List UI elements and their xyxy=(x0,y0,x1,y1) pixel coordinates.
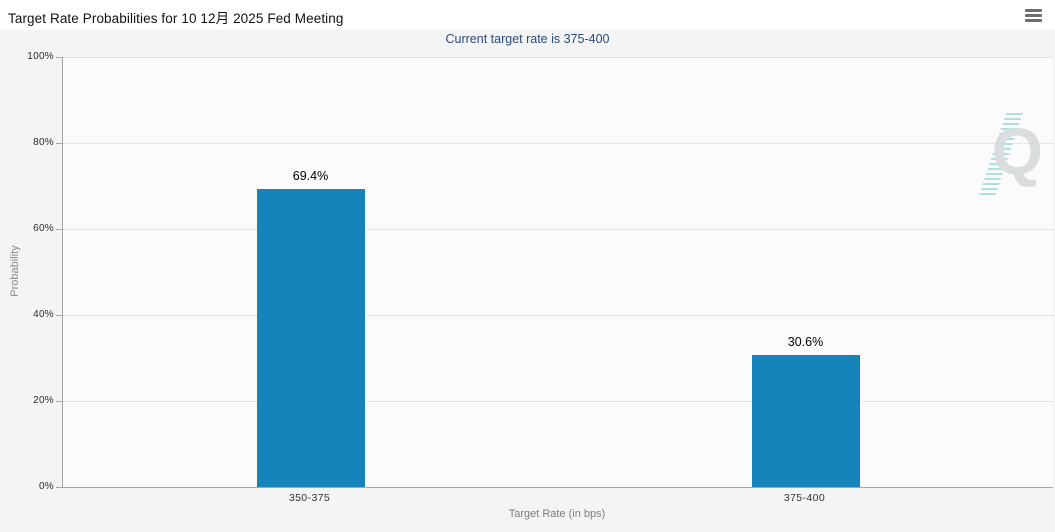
chart-subtitle: Current target rate is 375-400 xyxy=(445,32,610,46)
y-tick-mark xyxy=(56,57,62,58)
y-tick-label: 100% xyxy=(27,51,54,62)
y-tick-label: 60% xyxy=(33,223,54,234)
y-tick-mark xyxy=(56,401,62,402)
bar-350-375[interactable] xyxy=(256,188,365,487)
y-tick-mark xyxy=(56,315,62,316)
watermark-q-logo: Q xyxy=(991,114,1043,188)
plot-area: Q 69.4% 30.6% xyxy=(56,57,1053,488)
x-tick-label: 350-375 xyxy=(288,492,331,504)
hamburger-icon xyxy=(1025,9,1042,12)
y-axis-title: Probability xyxy=(9,245,21,297)
gridline xyxy=(63,401,1053,402)
gridline xyxy=(63,57,1053,58)
gridline xyxy=(63,229,1053,230)
chart-menu-button[interactable] xyxy=(1025,9,1043,23)
bar-value-label: 69.4% xyxy=(292,168,329,183)
x-axis-labels: 350-375 375-400 xyxy=(62,492,1052,506)
y-tick-label: 80% xyxy=(33,137,54,148)
gridline xyxy=(63,143,1053,144)
y-tick-mark xyxy=(56,143,62,144)
y-tick-label: 20% xyxy=(33,395,54,406)
y-tick-mark xyxy=(56,229,62,230)
x-tick-label: 375-400 xyxy=(783,492,826,504)
quikstrike-watermark: Q xyxy=(977,113,1047,195)
y-tick-mark xyxy=(56,487,62,488)
hamburger-icon xyxy=(1025,14,1042,17)
hamburger-icon xyxy=(1025,19,1042,22)
y-tick-label: 40% xyxy=(33,309,54,320)
bar-375-400[interactable] xyxy=(751,355,860,487)
y-axis-ticks: 0% 20% 40% 60% 80% 100% xyxy=(0,51,56,492)
y-tick-label: 0% xyxy=(38,481,54,492)
gridline xyxy=(63,315,1053,316)
x-axis-title: Target Rate (in bps) xyxy=(508,508,606,520)
bar-value-label: 30.6% xyxy=(787,335,824,350)
chart-header: Target Rate Probabilities for 10 12月 202… xyxy=(0,0,1055,30)
chart-title: Target Rate Probabilities for 10 12月 202… xyxy=(8,11,344,26)
